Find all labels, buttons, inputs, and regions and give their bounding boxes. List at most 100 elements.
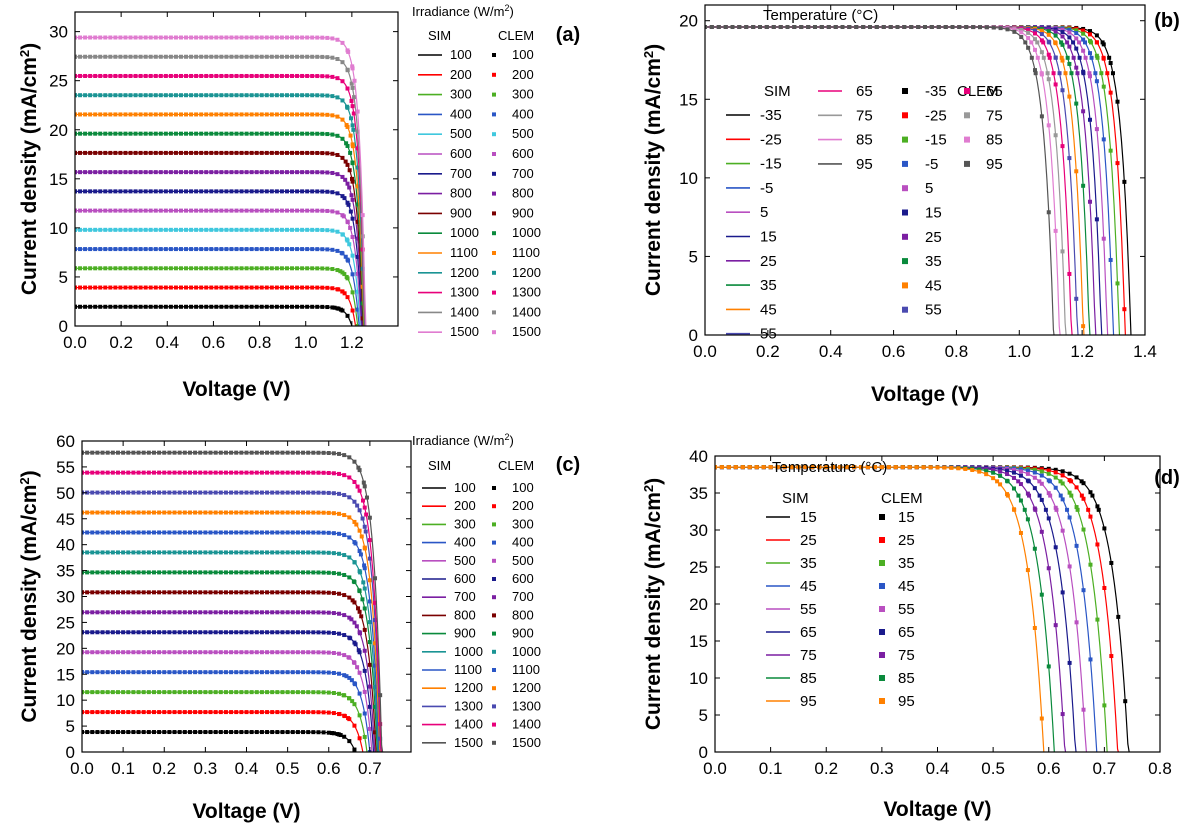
clem-point-1400 xyxy=(141,470,146,475)
clem-point-900 xyxy=(141,570,146,575)
legend-clem-marker xyxy=(492,740,496,745)
clem-point-200 xyxy=(234,285,239,290)
clem-point-200 xyxy=(346,716,351,721)
clem-point-65 xyxy=(1018,473,1023,478)
clem-point-700 xyxy=(83,189,88,194)
clem-point-700 xyxy=(128,189,133,194)
clem-point-1300 xyxy=(141,490,146,495)
clem-point-65 xyxy=(1037,493,1042,498)
clem-point-65 xyxy=(1067,660,1072,665)
clem-point-1200 xyxy=(284,93,289,98)
clem-point-300 xyxy=(90,690,95,695)
legend-sim-label: 200 xyxy=(454,498,476,513)
clem-point-1400 xyxy=(274,54,279,59)
clem-point-800 xyxy=(345,181,350,186)
clem-point-100 xyxy=(223,730,228,735)
clem-point-100 xyxy=(133,304,138,309)
clem-point-1500 xyxy=(168,35,173,40)
clem-point-300 xyxy=(141,690,146,695)
clem-point-95 xyxy=(895,25,900,29)
clem-point-400 xyxy=(265,670,270,675)
legend-title-text: Irradiance (W/m xyxy=(412,4,504,19)
clem-point-1000 xyxy=(177,550,182,555)
clem-point-400 xyxy=(219,247,224,252)
clem-point-500 xyxy=(131,650,136,655)
clem-point-1100 xyxy=(189,112,194,117)
clem-point-1400 xyxy=(259,470,264,475)
clem-point-1200 xyxy=(105,510,110,515)
clem-point-25 xyxy=(1102,586,1107,590)
legend-clem-label: 1500 xyxy=(512,735,541,750)
clem-point-900 xyxy=(105,570,110,575)
legend-sim-label: 300 xyxy=(454,516,476,531)
clem-point-45 xyxy=(1065,507,1070,512)
clem-point-700 xyxy=(133,189,138,194)
clem-point-900 xyxy=(330,151,335,156)
clem-point-1500 xyxy=(177,450,182,455)
clem-point-1400 xyxy=(75,54,77,59)
clem-point-600 xyxy=(78,208,83,213)
clem-point-800 xyxy=(280,590,285,595)
clem-point-300 xyxy=(136,690,141,695)
clem-point-1300 xyxy=(244,73,249,78)
clem-point-300 xyxy=(113,266,118,271)
clem-point-1200 xyxy=(143,93,148,98)
legend-sim-label: 700 xyxy=(454,589,476,604)
clem-point-100 xyxy=(138,304,143,309)
clem-point-1500 xyxy=(378,693,383,698)
clem-point-1400 xyxy=(315,54,320,59)
clem-point-300 xyxy=(316,690,321,695)
clem-point-900 xyxy=(331,571,336,576)
clem-point-800 xyxy=(115,590,120,595)
x-tick-label: 0.7 xyxy=(358,759,382,778)
clem-point-300 xyxy=(234,690,239,695)
clem-point-400 xyxy=(148,247,153,252)
x-tick-label: 1.4 xyxy=(1133,342,1157,361)
clem-point-400 xyxy=(178,247,183,252)
legend-title-end: ) xyxy=(509,4,513,19)
clem-point-500 xyxy=(199,227,204,232)
clem-point-800 xyxy=(290,590,295,595)
clem-point-95 xyxy=(1039,716,1044,721)
clem-point-200 xyxy=(198,710,203,715)
clem-point-1000 xyxy=(239,550,244,555)
legend-clem-label: 200 xyxy=(512,67,534,82)
clem-point-200 xyxy=(167,710,172,715)
clem-point-500 xyxy=(244,650,249,655)
x-tick-label: 0.6 xyxy=(202,333,226,352)
clem-point-1300 xyxy=(350,104,355,109)
clem-point-45 xyxy=(1046,32,1051,37)
clem-point-1400 xyxy=(115,470,120,475)
clem-point-800 xyxy=(295,590,300,595)
clem-point-1000 xyxy=(198,550,203,555)
clem-point-1300 xyxy=(349,98,354,103)
clem-point-200 xyxy=(138,285,143,290)
clem-point-55 xyxy=(1081,707,1086,712)
clem-point-600 xyxy=(168,208,173,213)
clem-point-400 xyxy=(218,670,223,675)
clem-point-1200 xyxy=(82,510,84,515)
clem-point-600 xyxy=(151,630,156,635)
clem-point-1300 xyxy=(264,73,269,78)
clem-point-1500 xyxy=(218,450,223,455)
clem-point-700 xyxy=(275,610,280,615)
clem-point-1000 xyxy=(367,620,372,625)
clem-point-75 xyxy=(1039,50,1044,55)
clem-point-1300 xyxy=(167,490,172,495)
clem-point-1500 xyxy=(350,66,355,71)
clem-point-100 xyxy=(204,304,209,309)
clem-point-900 xyxy=(340,155,345,160)
clem-point-1500 xyxy=(143,35,148,40)
clem-point-1000 xyxy=(347,555,352,560)
clem-point-500 xyxy=(146,650,151,655)
clem-point-1400 xyxy=(360,234,365,239)
clem-point-85 xyxy=(1026,36,1031,41)
clem-point-1100 xyxy=(118,112,123,117)
clem-point-900 xyxy=(204,150,209,155)
clem-point-600 xyxy=(306,630,311,635)
clem-point-600 xyxy=(285,630,290,635)
clem-point-800 xyxy=(88,170,93,175)
clem-point-300 xyxy=(341,693,346,698)
clem-point-1100 xyxy=(280,530,285,535)
clem-point-800 xyxy=(325,170,330,175)
